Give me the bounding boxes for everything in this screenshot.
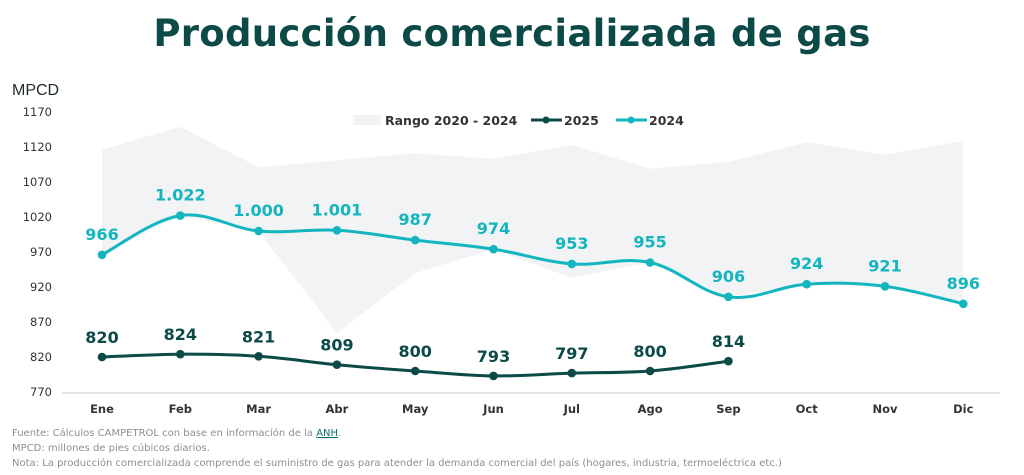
data-label-2024: 974: [477, 219, 510, 238]
data-point-2025: [410, 366, 420, 376]
x-tick-label: Jul: [563, 402, 580, 416]
data-point-2024: [645, 258, 655, 267]
source-text: Fuente: Cálculos CAMPETROL con base en i…: [12, 428, 317, 439]
data-point-2024: [567, 259, 577, 269]
legend-label-range: Rango 2020 - 2024: [385, 113, 518, 128]
data-label-2024: 987: [398, 210, 431, 229]
data-label-2024: 924: [790, 254, 823, 273]
data-point-2024: [332, 226, 342, 235]
x-tick-label: Sep: [716, 402, 740, 416]
y-tick-label: 1020: [23, 210, 52, 224]
data-label-2024: 1.022: [155, 186, 206, 205]
line-chart: MPCD 770 820 870 920 970 1020 1070 1120 1170 Ene Fe…: [12, 82, 1000, 416]
data-point-2024: [254, 226, 263, 236]
data-point-2025: [176, 349, 185, 359]
data-label-2024: 1.000: [233, 201, 284, 220]
y-tick-label: 1120: [23, 140, 52, 154]
source-suffix: .: [337, 428, 342, 439]
data-point-2025: [97, 352, 107, 362]
data-point-2025: [332, 360, 342, 370]
x-tick-label: Feb: [169, 402, 192, 416]
legend-label-2024: 2024: [649, 113, 684, 128]
x-tick-label: Jun: [482, 402, 504, 416]
data-label-2025: 800: [633, 342, 666, 361]
legend-marker-2024: [627, 116, 635, 124]
x-tick-label: Mar: [246, 402, 271, 416]
data-point-2024: [489, 244, 498, 254]
data-label-2025: 824: [164, 325, 197, 344]
data-label-2024: 953: [555, 234, 588, 253]
data-point-2024: [959, 299, 968, 309]
data-point-2025: [645, 366, 655, 376]
unit-note: MPCD: millones de pies cúbicos diarios.: [12, 443, 210, 454]
footnote: Nota: La producción comercializada compr…: [12, 458, 782, 469]
data-label-2025: 793: [477, 347, 510, 366]
x-tick-label: Ene: [90, 402, 114, 416]
data-point-2024: [724, 292, 733, 302]
chart-title: Producción comercializada de gas: [153, 12, 871, 55]
data-point-2025: [254, 352, 263, 361]
data-point-2024: [410, 235, 420, 245]
data-label-2025: 797: [555, 344, 588, 363]
data-point-2025: [567, 368, 577, 378]
data-label-2025: 821: [242, 327, 275, 346]
y-tick-label: 920: [30, 280, 52, 294]
data-point-2024: [802, 279, 811, 289]
data-label-2025: 800: [398, 342, 431, 361]
data-label-2024: 921: [868, 256, 901, 275]
range-band: [102, 126, 964, 334]
anh-link[interactable]: ANH: [316, 428, 338, 439]
data-label-2024: 896: [947, 274, 980, 293]
y-tick-label: 1070: [23, 175, 52, 189]
data-point-2024: [880, 282, 890, 291]
data-label-2024: 966: [85, 225, 118, 244]
legend-swatch-range: [353, 115, 381, 125]
x-tick-label: Dic: [953, 402, 973, 416]
y-axis-label: MPCD: [12, 82, 59, 99]
data-label-2024: 955: [633, 233, 666, 252]
data-label-2025: 809: [320, 336, 353, 355]
x-tick-label: Ago: [638, 402, 663, 416]
data-point-2024: [176, 211, 185, 220]
data-point-2025: [489, 371, 498, 381]
legend-label-2025: 2025: [564, 113, 599, 128]
legend-marker-2025: [542, 116, 550, 124]
x-tick-label: Oct: [796, 402, 819, 416]
data-label-2024: 906: [712, 267, 745, 286]
x-tick-label: Nov: [872, 402, 898, 416]
y-tick-label: 820: [30, 350, 52, 364]
y-tick-label: 1170: [23, 105, 52, 119]
y-tick-label: 770: [30, 385, 52, 399]
data-point-2025: [724, 356, 733, 366]
y-tick-label: 970: [30, 245, 52, 259]
data-label-2024: 1.001: [312, 200, 363, 219]
x-tick-label: Abr: [325, 402, 348, 416]
data-point-2024: [97, 250, 107, 260]
source-note: Fuente: Cálculos CAMPETROL con base en i…: [12, 428, 341, 439]
y-tick-label: 870: [30, 315, 52, 329]
x-tick-label: May: [402, 402, 429, 416]
data-label-2025: 820: [85, 328, 118, 347]
data-label-2025: 814: [712, 332, 745, 351]
